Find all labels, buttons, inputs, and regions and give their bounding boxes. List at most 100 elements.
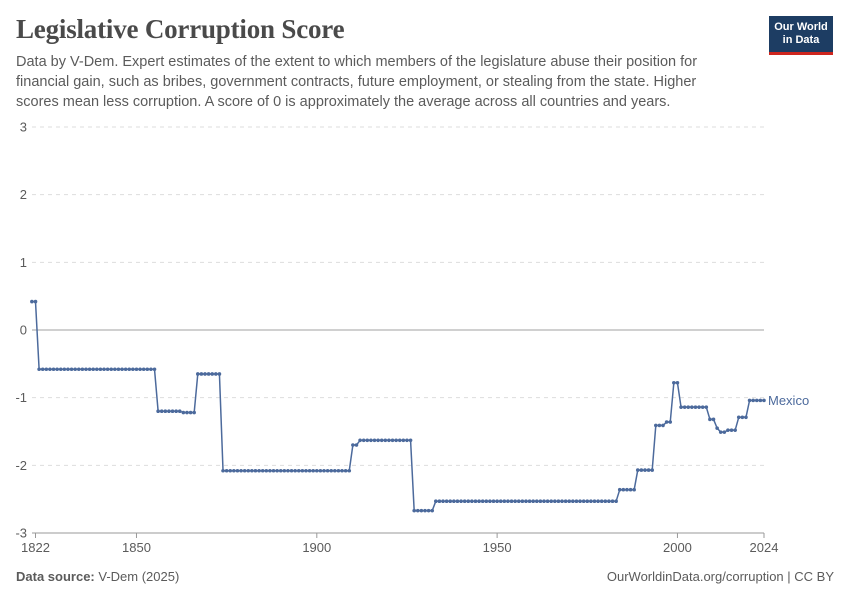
data-point [268,468,272,473]
source-link[interactable]: OurWorldinData.org/corruption | CC BY [606,569,834,584]
series-label-mexico[interactable]: Mexico [768,393,809,408]
x-tick-label: 1950 [483,540,512,555]
data-point [376,438,380,443]
data-point [369,438,373,443]
data-point [293,468,297,473]
data-point [513,499,517,504]
data-point [639,468,644,472]
data-point [336,468,341,473]
data-point [715,426,719,430]
data-point [686,405,691,409]
data-point [441,499,445,504]
data-point [477,499,481,504]
data-point [58,367,63,372]
data-point [145,367,150,372]
y-tick-label: 3 [20,120,27,135]
x-tick-label: 2024 [750,540,779,555]
data-point [675,380,680,385]
data-point [397,438,402,443]
data-point [722,430,727,434]
data-source-value[interactable]: V-Dem (2025) [98,569,180,584]
data-point [199,372,204,376]
data-point [758,398,763,403]
data-point [415,508,420,513]
data-point [491,499,496,504]
data-point [358,438,362,443]
data-point [188,410,193,415]
data-point [307,468,312,473]
data-point [300,468,305,473]
data-point [592,499,597,504]
data-point [650,468,654,472]
owid-logo[interactable]: Our World in Data [769,16,833,55]
data-point [534,499,539,504]
data-point [286,468,290,473]
data-point [48,367,52,372]
data-point [40,367,45,372]
data-point [733,428,737,432]
data-point [131,367,135,372]
data-point [394,438,398,443]
data-point [657,423,662,428]
data-point [574,499,579,504]
data-point [470,499,474,504]
data-point [109,367,114,372]
data-point [697,405,701,409]
data-point [459,499,463,504]
data-point [278,468,283,473]
data-point [84,367,88,372]
data-point [206,372,211,376]
data-point [405,438,409,443]
data-point [174,409,178,414]
data-point [754,398,759,403]
data-point [711,417,716,422]
data-point [351,443,355,447]
data-point [260,468,265,473]
data-point [264,468,269,473]
data-point [98,367,103,372]
data-point [607,499,611,504]
data-point [210,372,215,376]
data-point [354,443,359,447]
data-point [113,367,117,372]
data-point [448,499,453,504]
data-point [527,499,532,504]
data-point [315,468,319,473]
data-point [138,367,142,372]
data-point [87,367,92,372]
data-point [246,468,251,473]
data-point [214,372,218,376]
data-point [538,499,543,504]
data-point [134,367,139,372]
y-tick-label: 0 [20,323,27,338]
data-point [141,367,146,372]
data-point [242,468,247,473]
data-point [466,499,471,504]
data-point [37,367,41,372]
data-point [664,420,669,424]
data-point [76,367,81,372]
data-point [596,499,600,504]
y-tick-label: 2 [20,187,27,202]
data-point [271,468,276,473]
data-point [740,415,745,420]
data-point [149,367,153,372]
data-point [506,499,510,504]
data-point [495,499,499,504]
data-point [654,423,658,428]
data-point [30,299,34,304]
data-point [91,367,95,372]
data-point [390,438,395,443]
data-point [318,468,323,473]
data-point [325,468,330,473]
y-tick-label: -1 [15,390,27,405]
data-point [682,405,687,409]
data-point [646,468,651,472]
data-point [289,468,294,473]
data-point [708,417,712,422]
data-point [693,405,698,409]
data-point [311,468,316,473]
data-point [51,367,56,372]
data-point [473,499,478,504]
